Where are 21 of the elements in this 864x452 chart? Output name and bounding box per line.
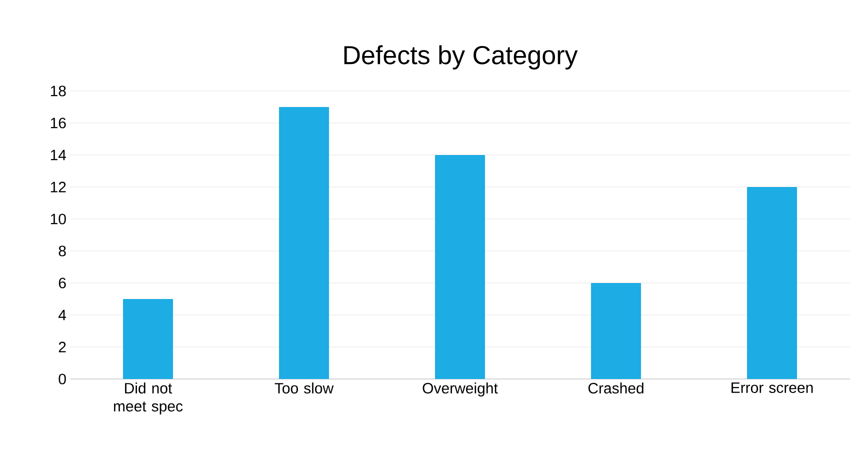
x-tick-label: Did not meet spec — [114, 382, 183, 414]
y-tick-label: 0 — [58, 374, 66, 384]
bar — [591, 283, 642, 379]
bar — [279, 107, 330, 379]
bar — [435, 155, 486, 379]
x-tick-label: Too slow — [274, 382, 334, 394]
y-tick-label: 16 — [50, 118, 66, 128]
y-tick-label: 8 — [58, 246, 66, 256]
y-tick-label: 18 — [50, 86, 66, 96]
y-tick-label: 2 — [58, 342, 66, 352]
bar — [747, 187, 798, 379]
y-tick-label: 10 — [50, 214, 66, 224]
x-tick-label: Overweight — [422, 382, 498, 396]
x-tick-label: Crashed — [588, 382, 644, 394]
bar — [123, 299, 173, 379]
chart-title: Defects by Category — [344, 45, 578, 70]
y-tick-label: 12 — [50, 182, 66, 192]
y-tick-label: 6 — [58, 278, 66, 288]
y-tick-label: 4 — [58, 310, 66, 320]
y-tick-label: 14 — [50, 150, 66, 160]
x-tick-label: Error screen — [732, 382, 813, 393]
